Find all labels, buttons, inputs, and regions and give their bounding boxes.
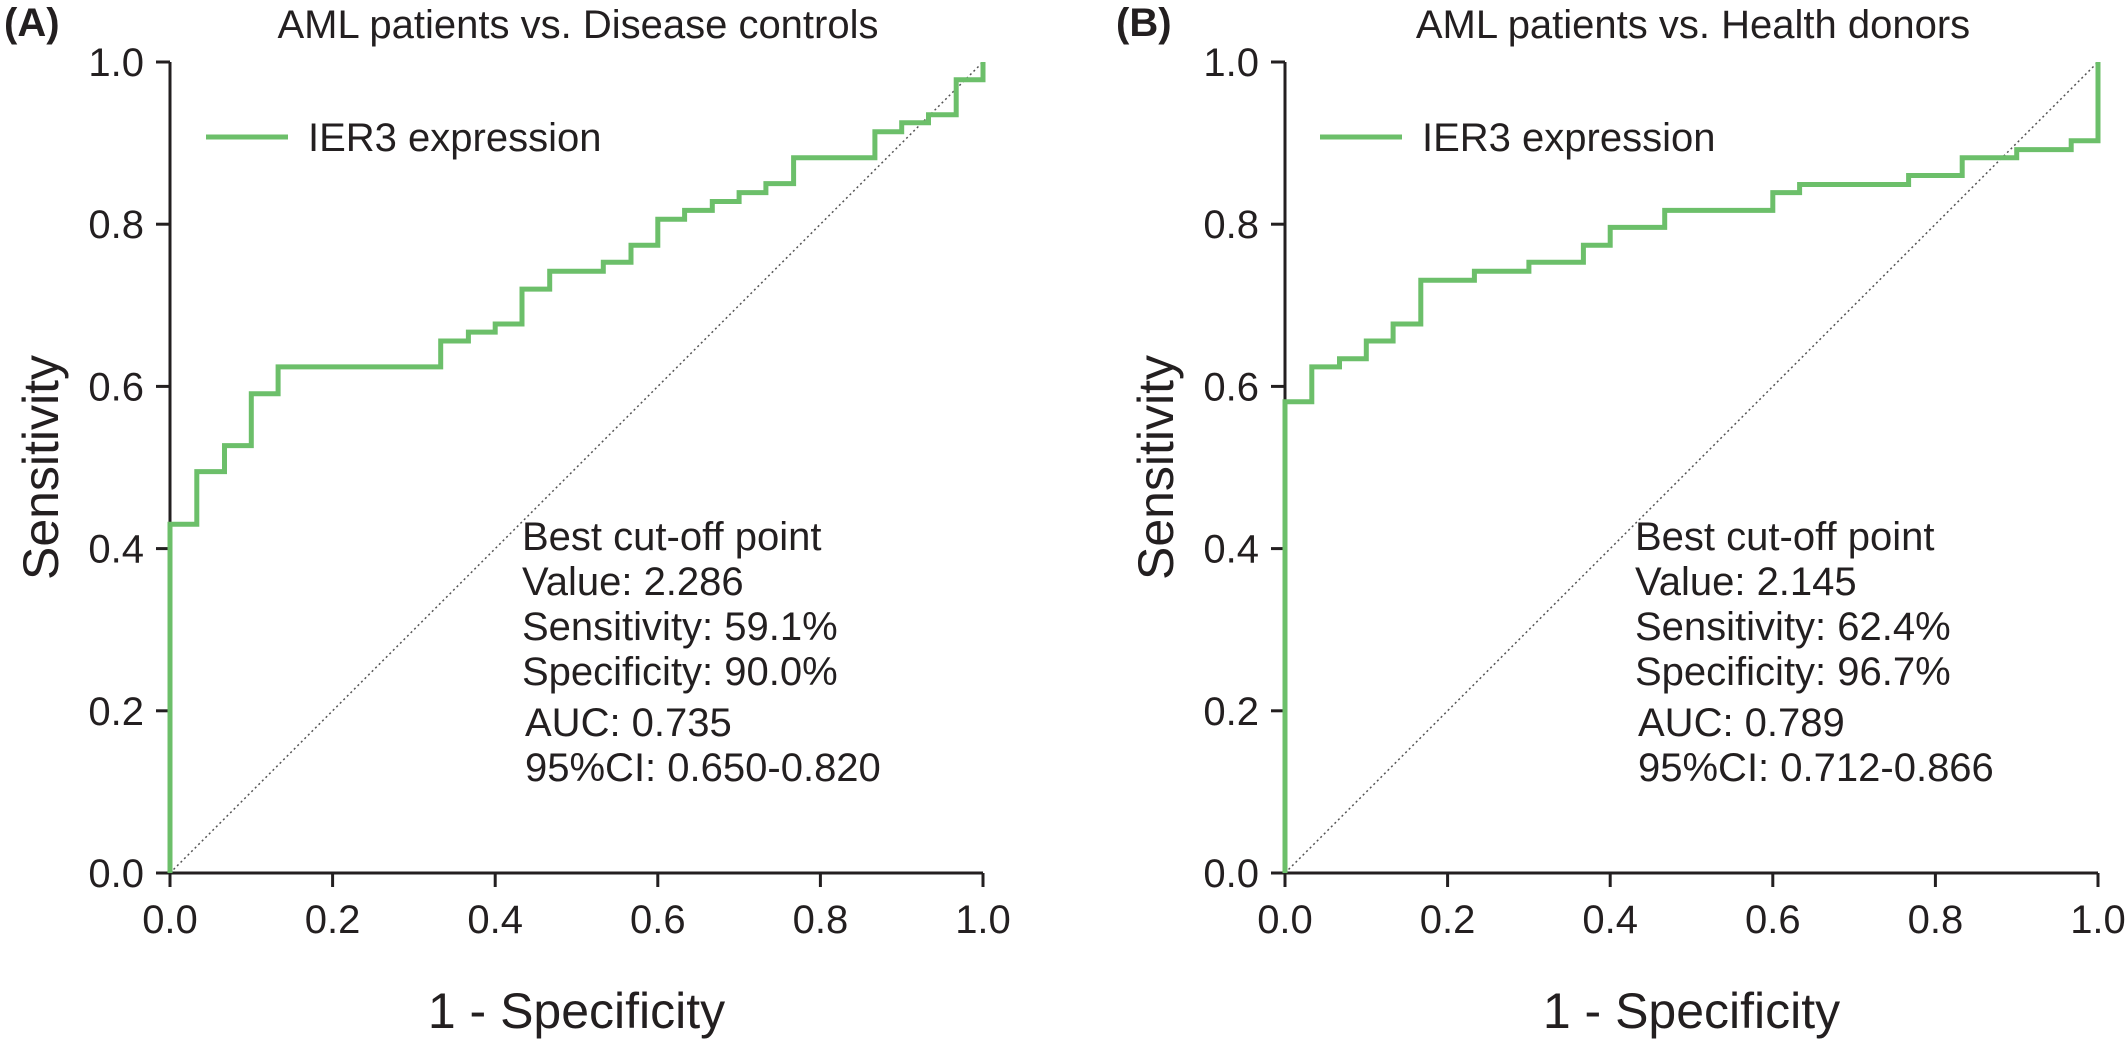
x-tick-label: 0.4: [467, 898, 523, 942]
x-axis-label: 1 - Specificity: [1543, 983, 1840, 1039]
y-tick-label: 0.2: [1203, 690, 1259, 734]
annotation-text: AUC: 0.789: [1638, 701, 1845, 745]
annotation-text: Sensitivity: 59.1%: [522, 605, 838, 649]
x-tick-label: 1.0: [2070, 898, 2126, 942]
y-axis-label: Sensitivity: [13, 355, 69, 580]
x-tick-label: 0.8: [793, 898, 849, 942]
roc-curve-line: [167, 62, 986, 873]
x-tick-label: 0.6: [1745, 898, 1801, 942]
panel-title: AML patients vs. Health donors: [1416, 3, 1970, 47]
roc-panel-b: (B) AML patients vs. Health donors 0.0 0.2 0…: [1116, 1, 2126, 1039]
panel-title: AML patients vs. Disease controls: [278, 3, 879, 47]
y-tick-label: 0.8: [1203, 203, 1259, 247]
y-axis-label: Sensitivity: [1128, 355, 1184, 580]
y-tick-label: 0.0: [88, 852, 144, 896]
y-tick-label: 1.0: [1203, 41, 1259, 85]
panel-letter: (B): [1116, 1, 1172, 45]
y-tick-label: 0.8: [88, 203, 144, 247]
reference-diagonal-line: [169, 61, 984, 874]
annotation-text: Best cut-off point: [1635, 515, 1934, 559]
roc-curve-line: [1282, 62, 2101, 873]
legend-label: IER3 expression: [1422, 116, 1715, 160]
y-tick-label: 0.6: [88, 365, 144, 409]
annotation-text: Best cut-off point: [522, 515, 821, 559]
reference-diagonal-line: [1284, 61, 2099, 874]
y-tick-label: 0.2: [88, 690, 144, 734]
annotation-text: Specificity: 90.0%: [522, 650, 838, 694]
x-axis-label: 1 - Specificity: [428, 983, 725, 1039]
annotation-text: Value: 2.145: [1635, 560, 1857, 604]
annotation-text: AUC: 0.735: [525, 701, 732, 745]
x-tick-label: 0.0: [1257, 898, 1313, 942]
y-tick-label: 0.6: [1203, 365, 1259, 409]
panel-letter: (A): [4, 1, 60, 45]
y-tick-label: 1.0: [88, 41, 144, 85]
x-tick-label: 0.2: [305, 898, 361, 942]
annotation-text: 95%CI: 0.712-0.866: [1638, 746, 1994, 790]
x-tick-label: 0.4: [1582, 898, 1638, 942]
annotation-text: Sensitivity: 62.4%: [1635, 605, 1951, 649]
y-tick-label: 0.4: [1203, 528, 1259, 572]
x-tick-label: 0.0: [142, 898, 198, 942]
annotation-text: Specificity: 96.7%: [1635, 650, 1951, 694]
x-tick-label: 0.6: [630, 898, 686, 942]
x-tick-label: 1.0: [955, 898, 1011, 942]
y-tick-label: 0.0: [1203, 852, 1259, 896]
y-tick-label: 0.4: [88, 528, 144, 572]
legend-label: IER3 expression: [308, 116, 601, 160]
annotation-text: Value: 2.286: [522, 560, 744, 604]
x-tick-label: 0.2: [1420, 898, 1476, 942]
annotation-text: 95%CI: 0.650-0.820: [525, 746, 881, 790]
x-tick-label: 0.8: [1908, 898, 1964, 942]
